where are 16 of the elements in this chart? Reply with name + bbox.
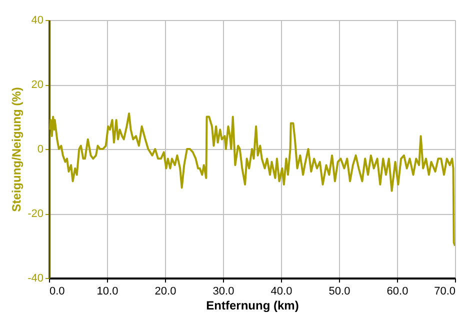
x-tick-label: 50.0 (328, 286, 350, 298)
x-tick-label: 30.0 (212, 286, 234, 298)
x-tick-label: 60.0 (386, 286, 408, 298)
y-axis-title: Steigung/Neigung (%) (10, 87, 24, 212)
x-tick-label: 0.0 (50, 286, 65, 298)
y-tick-label: -40 (28, 272, 44, 284)
x-tick-label: 70.0 (434, 286, 456, 298)
y-tick-label: 40 (31, 14, 44, 26)
x-tick-label: 40.0 (270, 286, 292, 298)
y-tick-label: -20 (28, 208, 44, 220)
line-series (49, 112, 455, 247)
x-axis-title: Entfernung (km) (206, 298, 299, 312)
y-tick-label: 0 (37, 144, 44, 156)
x-tick-label: 10.0 (96, 286, 118, 298)
x-tick-label: 20.0 (154, 286, 176, 298)
y-tick-label: 20 (31, 79, 44, 91)
